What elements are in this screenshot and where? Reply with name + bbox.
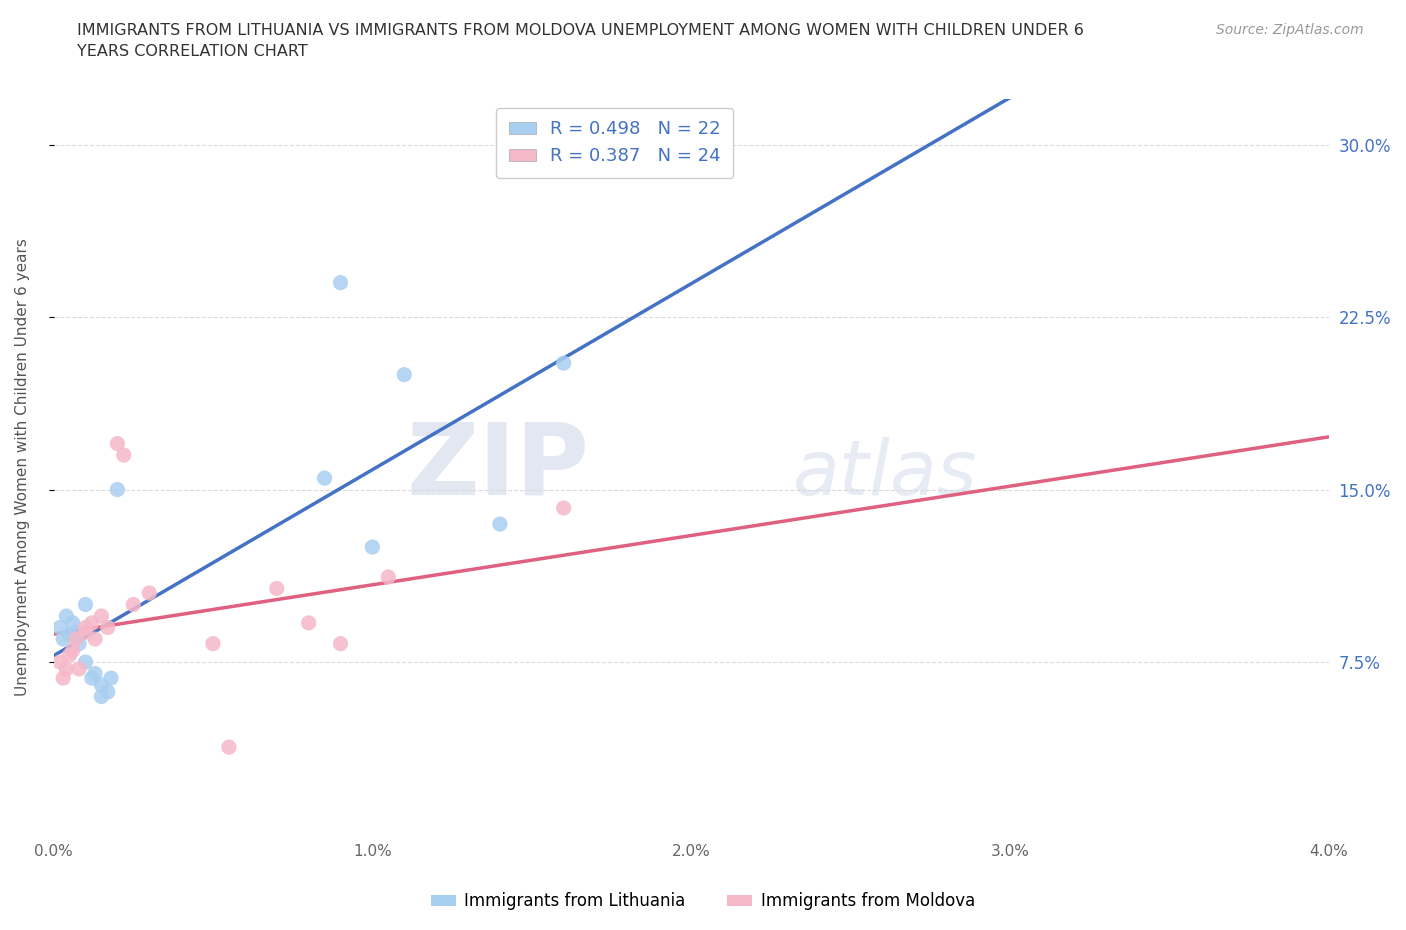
Point [49,655,72,670]
Point [105,482,128,497]
Point [84,666,107,681]
Point [75,655,97,670]
Point [75,620,97,635]
Point [97,620,120,635]
Point [55,608,77,623]
Point [314,471,336,485]
Text: Source: ZipAtlas.com: Source: ZipAtlas.com [1216,23,1364,37]
Point [52,671,75,685]
Point [80,616,103,631]
Point [90,608,112,623]
Point [90,678,112,693]
Point [377,569,399,584]
Point [112,447,135,462]
Point [329,275,352,290]
Point [489,517,512,532]
Point [361,539,384,554]
Point [329,636,352,651]
Legend: Immigrants from Lithuania, Immigrants from Moldova: Immigrants from Lithuania, Immigrants fr… [425,885,981,917]
Point [553,500,575,515]
Point [553,355,575,370]
Point [67,636,90,651]
Point [58,647,80,662]
Point [49,620,72,635]
Point [100,671,122,685]
Point [105,436,128,451]
Point [58,627,80,642]
Text: atlas: atlas [793,437,977,511]
Point [62,643,84,658]
Point [298,616,321,631]
Point [52,631,75,646]
Text: IMMIGRANTS FROM LITHUANIA VS IMMIGRANTS FROM MOLDOVA UNEMPLOYMENT AMONG WOMEN WI: IMMIGRANTS FROM LITHUANIA VS IMMIGRANTS … [77,23,1084,60]
Point [75,625,97,640]
Point [55,661,77,676]
Point [62,616,84,631]
Y-axis label: Unemployment Among Women with Children Under 6 years: Unemployment Among Women with Children U… [15,238,30,696]
Point [80,671,103,685]
Text: ZIP: ZIP [406,418,589,515]
Legend: R = 0.498   N = 22, R = 0.387   N = 24: R = 0.498 N = 22, R = 0.387 N = 24 [496,108,734,178]
Point [394,367,416,382]
Point [138,586,160,601]
Point [65,631,87,646]
Point [90,689,112,704]
Point [218,739,240,754]
Point [65,625,87,640]
Point [84,631,107,646]
Point [67,661,90,676]
Point [201,636,224,651]
Point [97,684,120,699]
Point [122,597,145,612]
Point [75,597,97,612]
Point [266,581,288,596]
